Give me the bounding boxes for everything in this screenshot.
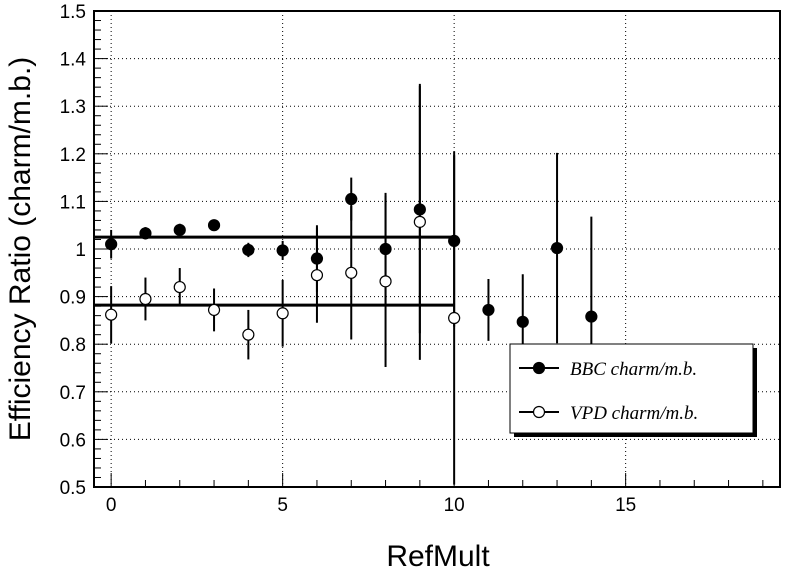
- y-axis-title: Efficiency Ratio (charm/m.b.): [4, 57, 37, 442]
- legend-vpd-label: VPD charm/m.b.: [570, 403, 698, 424]
- vpd-data-point: [173, 280, 186, 294]
- bbc-data-point: [516, 315, 529, 328]
- bbc-data-point: [550, 241, 564, 255]
- y-tick-label: 1.3: [60, 97, 86, 118]
- bbc-data-point: [139, 227, 152, 240]
- legend: BBC charm/m.b. VPD charm/m.b.: [509, 343, 757, 437]
- vpd-data-point: [276, 307, 289, 320]
- y-tick-label: 0.9: [60, 288, 86, 309]
- bbc-data-point: [482, 303, 495, 317]
- bbc-data-point: [310, 252, 324, 265]
- x-tick-label: 15: [615, 495, 636, 516]
- axis-ticks: [94, 10, 764, 488]
- y-tick-label: 0.7: [60, 383, 86, 404]
- vpd-data-point: [379, 275, 392, 288]
- bbc-data-point: [276, 244, 289, 257]
- legend-bbc-label: BBC charm/m.b.: [570, 359, 697, 380]
- vpd-data-point: [139, 292, 152, 306]
- y-tick-label: 1: [75, 240, 86, 261]
- data-points: [105, 192, 598, 341]
- fit-lines: [94, 235, 455, 307]
- legend-bbc-marker: [532, 361, 546, 375]
- tick-labels: 0 5 10 15 0.5 0.6 0.7 0.8 0.9 1 1.1 1.2 1.3 1.4 1.5: [60, 2, 637, 516]
- y-tick-label: 1.5: [60, 2, 86, 23]
- y-tick-label: 0.5: [60, 478, 86, 499]
- bbc-data-point: [105, 238, 118, 251]
- x-tick-label: 0: [106, 495, 117, 516]
- legend-vpd-marker: [532, 405, 546, 419]
- legend-box: [509, 343, 754, 434]
- y-tick-label: 1.1: [60, 192, 86, 213]
- bbc-data-point: [379, 242, 392, 256]
- bbc-data-point: [242, 243, 255, 257]
- bbc-data-point: [173, 223, 186, 237]
- bbc-data-point: [448, 234, 461, 248]
- vpd-data-point: [345, 266, 358, 279]
- vpd-data-point: [448, 311, 461, 325]
- vpd-data-point: [242, 328, 255, 341]
- bbc-data-point: [207, 219, 221, 232]
- y-tick-label: 0.6: [60, 430, 86, 451]
- bbc-data-point: [345, 192, 358, 206]
- x-tick-label: 5: [277, 495, 288, 516]
- vpd-data-point: [413, 215, 426, 228]
- vpd-data-point: [105, 308, 118, 321]
- vpd-data-point: [207, 303, 221, 317]
- vpd-data-point: [310, 269, 324, 282]
- y-tick-label: 1.2: [60, 145, 86, 166]
- x-tick-label: 10: [444, 495, 465, 516]
- bbc-data-point: [413, 203, 426, 216]
- y-tick-label: 1.4: [60, 50, 87, 71]
- bbc-data-point: [585, 310, 598, 323]
- x-axis-title: RefMult: [386, 540, 490, 572]
- y-tick-label: 0.8: [60, 335, 86, 356]
